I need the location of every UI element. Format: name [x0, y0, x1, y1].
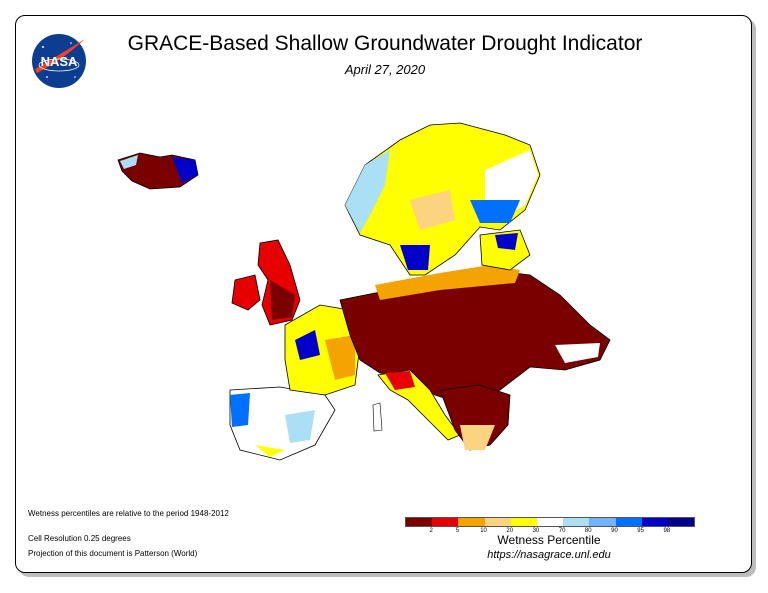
map-date: April 27, 2020: [344, 62, 426, 77]
legend-ticks: 2 5 10 20 30 70 80 90 95 98: [405, 528, 693, 538]
legend-swatch: [484, 518, 511, 526]
legend-tick-label: 10: [480, 528, 487, 534]
europe-drought-map: [117, 122, 611, 461]
logo-text: NASA: [41, 54, 78, 69]
balkans: [439, 384, 511, 451]
legend-swatch: [641, 518, 668, 526]
legend-swatch: [536, 518, 564, 526]
page-title: GRACE-Based Shallow Groundwater Drought …: [127, 32, 643, 55]
legend-tick-label: 95: [637, 528, 644, 534]
legend-tick-label: 70: [558, 528, 566, 534]
legend-swatch: [458, 518, 485, 526]
legend-swatch: [406, 518, 433, 526]
legend-tick-label: 98: [663, 528, 671, 534]
legend-swatch: [667, 518, 695, 526]
ireland: [231, 274, 261, 311]
period-note: Wetness percentiles are relative to the …: [28, 509, 229, 518]
legend-swatch: [563, 518, 590, 526]
legend-title: Wetness Percentile: [497, 533, 601, 547]
nasa-logo: NASA: [32, 34, 86, 88]
legend-swatch: [432, 518, 459, 526]
baltic-region: [479, 229, 531, 271]
legend-swatch: [615, 518, 642, 526]
legend-tick-label: 5: [455, 528, 460, 534]
legend-tick-label: 2: [429, 528, 433, 534]
legend-tick-label: 20: [506, 528, 514, 534]
legend-swatch: [510, 518, 537, 526]
source-url[interactable]: https://nasagrace.unl.edu: [487, 549, 611, 561]
legend-tick-label: 80: [584, 528, 592, 534]
legend-swatch: [589, 518, 616, 526]
projection-note: Projection of this document is Patterson…: [28, 549, 198, 558]
legend-tick-label: 90: [611, 528, 618, 534]
legend-tick-label: 30: [532, 528, 540, 534]
legend-colorbar: [405, 517, 695, 527]
resolution-note: Cell Resolution 0.25 degrees: [28, 534, 131, 543]
